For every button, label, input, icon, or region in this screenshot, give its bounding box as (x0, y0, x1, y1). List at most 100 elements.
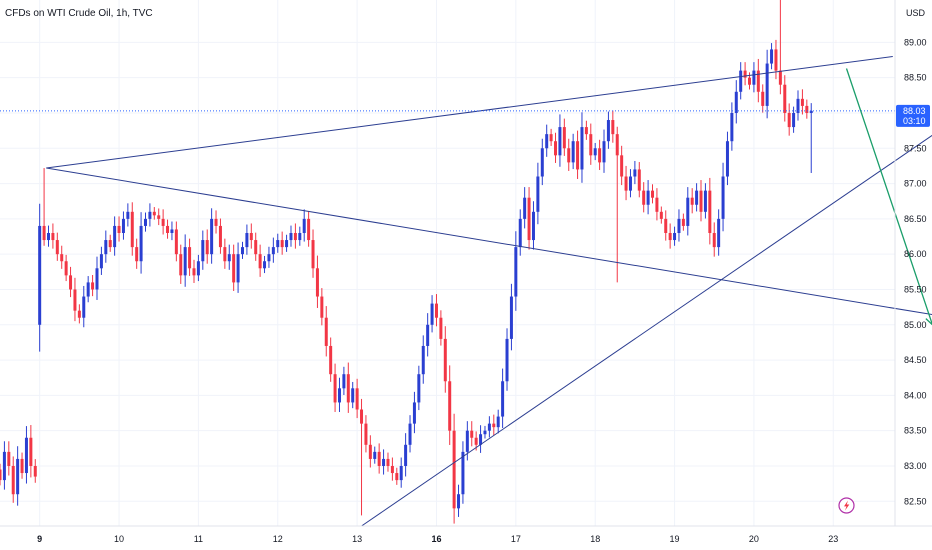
candle-body (201, 240, 205, 262)
x-tick-label: 19 (670, 534, 680, 544)
candle-body (602, 141, 606, 163)
candle-body (554, 141, 558, 156)
candle-body (479, 434, 483, 445)
x-tick-label: 9 (37, 534, 42, 544)
candle-body (408, 423, 412, 445)
lightning-icon[interactable] (838, 497, 855, 514)
candle-body (240, 247, 244, 255)
candle-body (285, 240, 289, 248)
candle-body (64, 261, 68, 276)
candle-body (373, 451, 377, 459)
lightning-icon-bolt (844, 500, 850, 511)
y-tick-label: 83.50 (904, 426, 927, 436)
candle-body (99, 254, 103, 269)
candle-body (276, 240, 280, 248)
candle-body (426, 324, 430, 346)
candle-body (673, 232, 677, 241)
candle-body (60, 254, 64, 262)
candle-body (368, 444, 372, 459)
candle-body (545, 134, 549, 149)
candle-body (721, 176, 725, 219)
candle-body (179, 254, 183, 276)
candle-body (223, 247, 227, 262)
candle-body (677, 218, 681, 233)
candle-body (611, 120, 615, 135)
candle-body (382, 458, 386, 466)
candle-body (395, 473, 399, 481)
forecast-line (845, 68, 932, 325)
candle-body (69, 275, 73, 290)
candle-body (571, 141, 575, 163)
candle-body (342, 374, 346, 389)
candle-body (7, 451, 11, 466)
candle-body (457, 494, 461, 509)
candle-body (390, 465, 394, 474)
candle-body (752, 70, 756, 85)
candle-body (227, 254, 231, 262)
y-tick-label: 82.50 (904, 496, 927, 506)
trendline-falling-support (46, 167, 932, 316)
y-tick-label: 85.00 (904, 320, 927, 330)
candle-body (196, 261, 200, 276)
candle-body (289, 232, 293, 241)
candle-body (730, 112, 734, 142)
candle-body (404, 444, 408, 466)
candle-body (761, 91, 765, 106)
candle-body (95, 268, 99, 290)
candle-body (465, 430, 469, 452)
y-tick-label: 84.00 (904, 390, 927, 400)
x-tick-label: 10 (114, 534, 124, 544)
trendline-upper-resistance (46, 55, 893, 169)
candle-body (452, 430, 456, 509)
candle-body (42, 225, 46, 241)
x-tick-label: 18 (590, 534, 600, 544)
candle-body (523, 197, 527, 219)
candle-body (320, 296, 324, 318)
candle-body (337, 388, 341, 403)
candle-body (33, 465, 37, 477)
y-tick-label: 86.00 (904, 249, 927, 259)
candle-body (531, 211, 535, 241)
candle-body (333, 374, 337, 403)
candle-body (351, 388, 355, 403)
candle-body (166, 225, 170, 233)
candle-body (157, 215, 161, 219)
candle-body (681, 218, 685, 226)
candle-body (139, 225, 143, 262)
candle-body (293, 232, 297, 241)
candle-body (443, 338, 447, 382)
candle-body (218, 225, 222, 248)
trendline-rising-support (361, 134, 932, 527)
grid (0, 0, 895, 526)
candle-body (355, 388, 359, 410)
candle-body (170, 229, 174, 233)
candle-body (593, 148, 597, 156)
x-tick-label: 11 (194, 534, 203, 544)
candle-body (236, 254, 240, 283)
candle-body (412, 402, 416, 424)
candle-body (580, 127, 584, 170)
forecast-arrowhead (925, 318, 932, 326)
candle-body (514, 247, 518, 297)
candle-body (655, 197, 659, 212)
trendlines (0, 55, 932, 527)
time-axis[interactable]: 9 10 11 12 13 16 17 18 19 20 23 (37, 534, 838, 544)
candle-body (615, 134, 619, 156)
candle-body (113, 225, 117, 248)
candle-body (364, 423, 368, 445)
candle-body (505, 338, 509, 382)
currency-label[interactable]: USD (906, 8, 926, 18)
candle-countdown-label: 03:10 (903, 116, 926, 126)
candle-body (743, 70, 747, 78)
candle-body (55, 240, 59, 255)
candle-body (518, 218, 522, 248)
candle-body (315, 268, 319, 297)
candle-body (765, 63, 769, 106)
candle-body (651, 190, 655, 198)
candle-body (324, 317, 328, 346)
current-price-tag: 88.03 03:10 (896, 104, 930, 127)
y-tick-label: 87.50 (904, 143, 927, 153)
candle-body (624, 176, 628, 191)
candle-body (540, 148, 544, 177)
